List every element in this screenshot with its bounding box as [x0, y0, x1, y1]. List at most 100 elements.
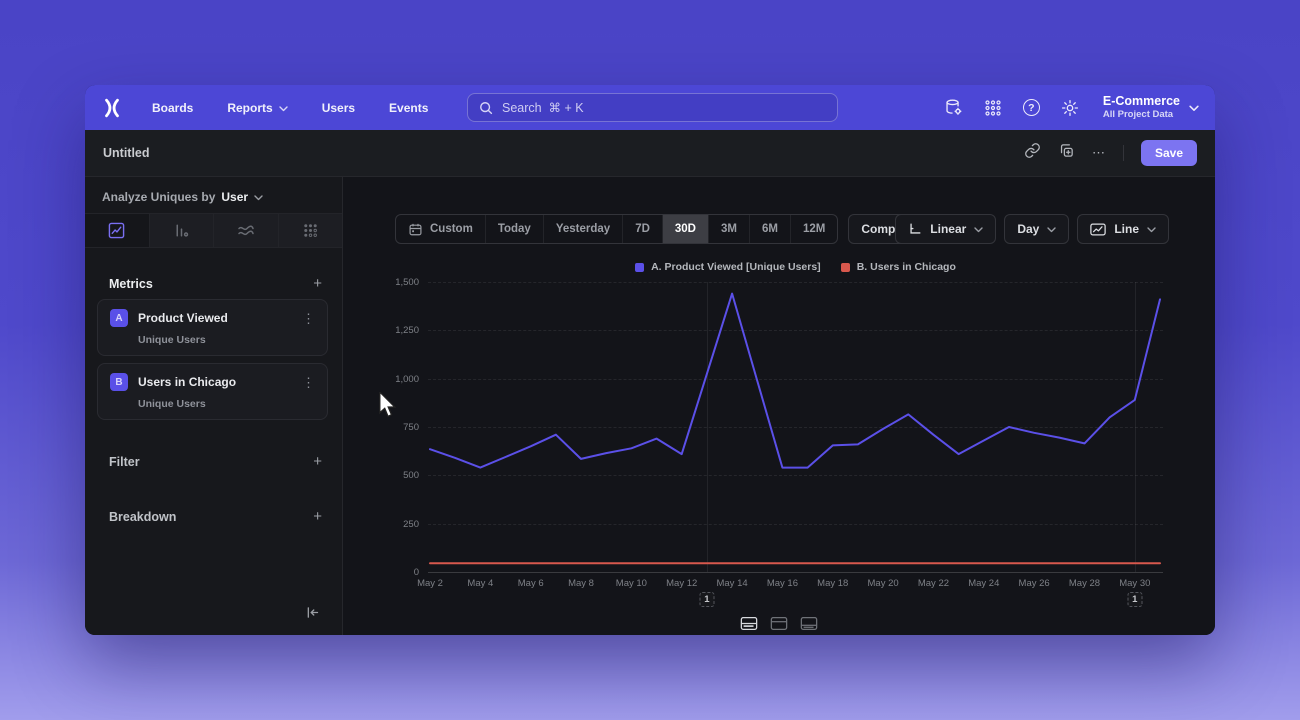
- tab-retention[interactable]: [277, 214, 342, 247]
- x-axis-label: May 12: [666, 578, 698, 589]
- x-axis-label: May 8: [568, 578, 594, 589]
- y-axis-label: 0: [413, 567, 419, 578]
- chart-panel: Custom Today Yesterday 7D 30D 3M 6M 12M Compare…: [343, 177, 1215, 635]
- report-title[interactable]: Untitled: [103, 146, 150, 160]
- chevron-down-icon: [974, 222, 984, 236]
- range-custom[interactable]: Custom: [396, 215, 485, 243]
- tab-flows[interactable]: [213, 214, 278, 247]
- line-chart-icon: [1090, 223, 1107, 235]
- layout-table-view-button[interactable]: [800, 616, 818, 631]
- calendar-icon: [408, 222, 423, 237]
- apps-grid-icon[interactable]: [984, 99, 1002, 117]
- top-navbar: Boards Reports Users Events: [85, 85, 1215, 130]
- y-axis-label: 500: [403, 470, 419, 482]
- breakdown-section-header: Breakdown +: [109, 508, 322, 525]
- metric-label: Product Viewed: [138, 311, 228, 325]
- chart-legend: A. Product Viewed [Unique Users] B. Users…: [428, 261, 1163, 273]
- project-switcher[interactable]: E-Commerce All Project Data: [1103, 94, 1199, 122]
- metric-sublabel[interactable]: Unique Users: [138, 334, 206, 346]
- interval-label: Day: [1017, 222, 1040, 236]
- metric-letter-badge: B: [110, 373, 128, 391]
- range-12m[interactable]: 12M: [789, 215, 837, 243]
- x-axis-label: May 10: [615, 578, 647, 589]
- range-today[interactable]: Today: [484, 215, 543, 243]
- annotation-badge[interactable]: 1: [1127, 592, 1143, 607]
- chart-type-tabs: [85, 213, 342, 248]
- gridline: [428, 475, 1163, 477]
- range-30d[interactable]: 30D: [661, 215, 708, 243]
- legend-item[interactable]: B. Users in Chicago: [840, 261, 956, 273]
- chevron-down-icon: [1147, 222, 1156, 236]
- x-axis-label: May 26: [1018, 578, 1050, 589]
- save-button[interactable]: Save: [1140, 140, 1197, 166]
- scale-button[interactable]: Linear: [895, 214, 997, 244]
- mixpanel-logo-icon[interactable]: [100, 96, 124, 120]
- query-builder-sidebar: Analyze Uniques by User: [85, 177, 343, 635]
- x-axis-label: May 18: [817, 578, 849, 589]
- annotation-line: [706, 282, 708, 572]
- navbar-right: ? E-Commerce All Project Data: [944, 85, 1199, 130]
- x-axis-label: May 4: [467, 578, 494, 589]
- metric-sublabel[interactable]: Unique Users: [138, 398, 206, 410]
- report-actions: ⋯ Save: [1024, 140, 1197, 166]
- range-7d[interactable]: 7D: [622, 215, 662, 243]
- gridline: [428, 427, 1163, 428]
- metric-label: Users in Chicago: [138, 375, 237, 389]
- metric-card-b[interactable]: B Users in Chicago ⋮ Unique Users: [97, 363, 328, 420]
- gridline: [428, 330, 1163, 332]
- data-management-icon[interactable]: [944, 98, 963, 117]
- view-layout-toggle: [740, 616, 818, 631]
- analyze-selector[interactable]: Analyze Uniques by User: [102, 190, 263, 204]
- y-axis-label: 250: [403, 518, 419, 530]
- metrics-title: Metrics: [109, 276, 153, 291]
- analyze-prefix-label: Analyze Uniques by: [102, 190, 216, 204]
- legend-item[interactable]: A. Product Viewed [Unique Users]: [635, 261, 821, 273]
- settings-gear-icon[interactable]: [1061, 99, 1079, 117]
- range-3m[interactable]: 3M: [708, 215, 749, 243]
- help-icon[interactable]: ?: [1022, 99, 1040, 116]
- search-bar[interactable]: [467, 93, 838, 122]
- gridline: [428, 282, 1163, 283]
- add-metric-button[interactable]: +: [313, 275, 322, 292]
- x-axis-label: May 28: [1068, 578, 1101, 589]
- metric-menu-icon[interactable]: ⋮: [302, 374, 315, 390]
- line-chart-plot[interactable]: [428, 282, 1163, 573]
- x-axis-label: May 24: [968, 578, 1000, 589]
- layout-split-view-button[interactable]: [740, 616, 758, 631]
- collapse-sidebar-icon[interactable]: [305, 605, 320, 625]
- chart-type-button[interactable]: Line: [1077, 214, 1169, 244]
- nav-item-reports[interactable]: Reports: [227, 100, 288, 115]
- tab-bar-chart[interactable]: [148, 214, 213, 247]
- interval-button[interactable]: Day: [1004, 214, 1070, 244]
- annotation-badge[interactable]: 1: [699, 592, 715, 607]
- chart-options-toolbar: Linear Day Line: [895, 214, 1169, 244]
- metrics-section-header: Metrics +: [109, 275, 322, 292]
- metric-card-a[interactable]: A Product Viewed ⋮ Unique Users: [97, 299, 328, 356]
- more-options-icon[interactable]: ⋯: [1091, 145, 1106, 160]
- project-subtitle: All Project Data: [1102, 109, 1174, 121]
- nav-items: Boards Reports Users Events: [152, 100, 428, 115]
- metric-menu-icon[interactable]: ⋮: [302, 310, 315, 326]
- add-breakdown-button[interactable]: +: [313, 508, 322, 525]
- range-yesterday[interactable]: Yesterday: [542, 215, 622, 243]
- nav-item-events[interactable]: Events: [389, 100, 429, 115]
- x-axis-label: May 2: [417, 578, 443, 589]
- x-axis-label: May 22: [917, 578, 950, 589]
- filter-section-header: Filter +: [109, 453, 322, 470]
- x-axis-label: May 20: [867, 578, 899, 589]
- layout-chart-view-button[interactable]: [770, 616, 788, 631]
- chevron-down-icon: [1047, 222, 1057, 236]
- copy-link-icon[interactable]: [1024, 142, 1041, 164]
- tab-insights-line[interactable]: [85, 214, 149, 247]
- search-icon: [480, 101, 493, 114]
- series-line-a: [429, 292, 1161, 469]
- app-window: Boards Reports Users Events: [85, 85, 1215, 635]
- duplicate-icon[interactable]: [1058, 142, 1075, 164]
- date-range-segmented-control: Custom Today Yesterday 7D 30D 3M 6M 12M: [395, 214, 839, 244]
- add-filter-button[interactable]: +: [313, 453, 322, 470]
- range-6m[interactable]: 6M: [748, 215, 790, 243]
- search-input[interactable]: [502, 100, 826, 115]
- nav-item-boards[interactable]: Boards: [152, 100, 194, 115]
- nav-item-users[interactable]: Users: [321, 100, 356, 115]
- x-axis-label: May 30: [1119, 578, 1151, 589]
